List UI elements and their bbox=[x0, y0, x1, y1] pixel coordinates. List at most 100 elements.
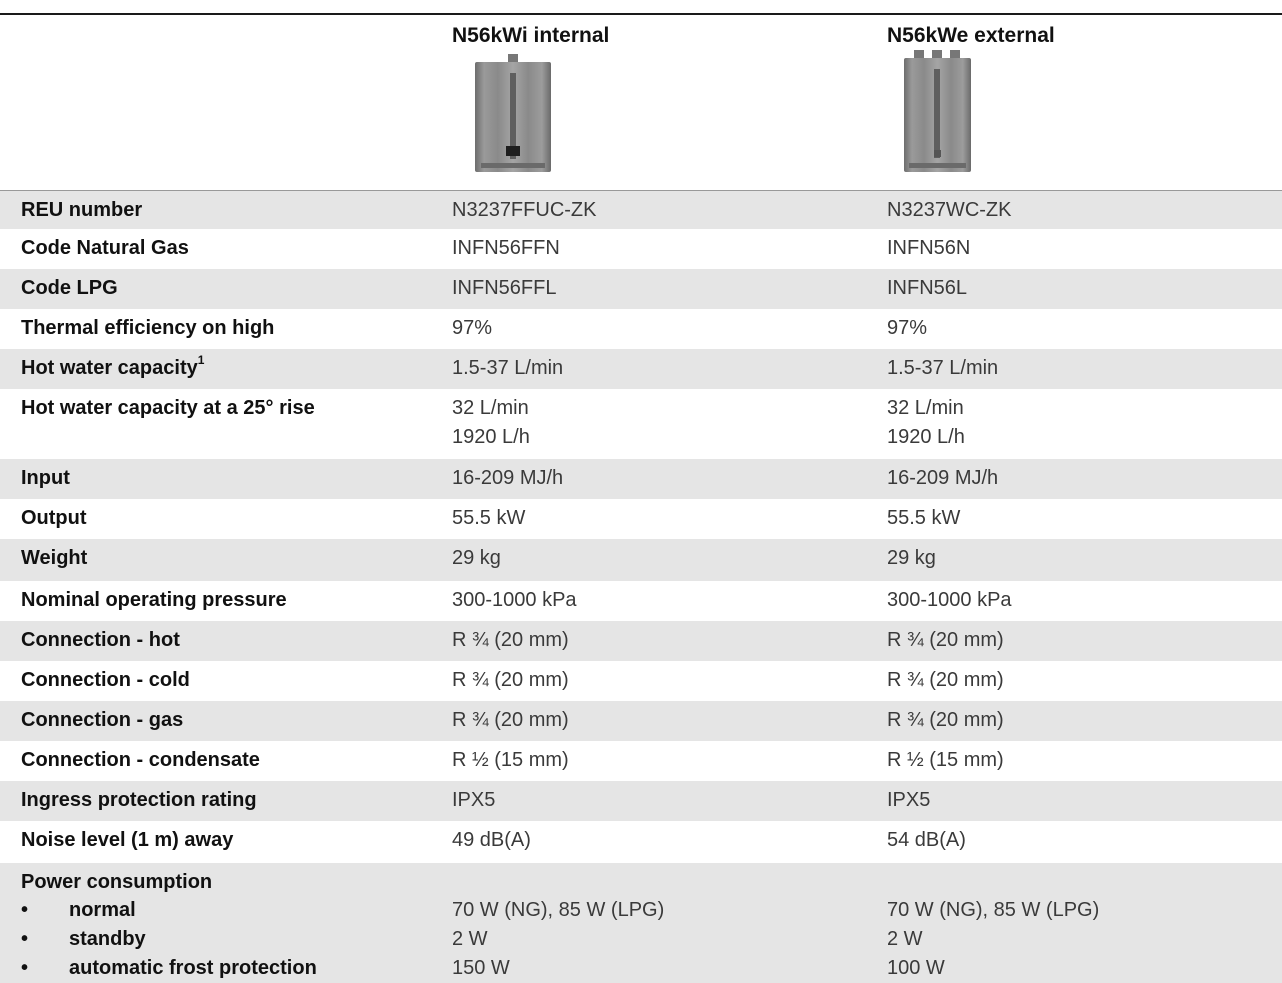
value-line: R ¾ (20 mm) bbox=[887, 669, 1004, 691]
row-label: Noise level (1 m) away bbox=[21, 829, 233, 852]
table-row: Hot water capacity1 1.5-37 L/min 1.5-37 L/… bbox=[0, 349, 1282, 389]
value-line: N3237WC-ZK bbox=[887, 199, 1012, 221]
power-item-label: normal bbox=[69, 899, 136, 921]
bullet-icon: • bbox=[21, 899, 29, 921]
value-internal: INFN56FFL bbox=[452, 277, 556, 300]
row-label: Connection - hot bbox=[21, 629, 180, 652]
value-line: INFN56FFL bbox=[452, 277, 557, 299]
bullet-icon: • bbox=[21, 928, 29, 950]
value-internal: 55.5 kW bbox=[452, 507, 525, 530]
row-label: Connection - condensate bbox=[21, 749, 260, 772]
value-external: R ¾ (20 mm) bbox=[887, 669, 1004, 692]
value-external: 54 dB(A) bbox=[887, 829, 966, 852]
value-external: 16-209 MJ/h bbox=[887, 467, 998, 490]
table-row: Connection - cold R ¾ (20 mm) R ¾ (20 mm) bbox=[0, 661, 1282, 701]
row-label: Ingress protection rating bbox=[21, 789, 257, 812]
value-line: IPX5 bbox=[452, 789, 496, 811]
value-internal: 300-1000 kPa bbox=[452, 589, 577, 612]
table-row: Connection - condensate R ½ (15 mm) R ½ (1… bbox=[0, 741, 1282, 781]
table-row: Connection - hot R ¾ (20 mm) R ¾ (20 mm) bbox=[0, 621, 1282, 661]
value-line: 55.5 kW bbox=[887, 507, 961, 529]
water-heater-external-image bbox=[904, 50, 971, 172]
value-line: 29 kg bbox=[887, 547, 936, 569]
row-label-text: Output bbox=[21, 507, 87, 529]
value-line: 55.5 kW bbox=[452, 507, 526, 529]
value-line: INFN56FFN bbox=[452, 237, 560, 259]
value-internal: 1.5-37 L/min bbox=[452, 357, 563, 380]
column-header-external: N56kWe external bbox=[887, 24, 1055, 47]
table-row: Noise level (1 m) away 49 dB(A) 54 dB(A) bbox=[0, 821, 1282, 863]
value-external: 32 L/min 1920 L/h bbox=[887, 397, 965, 449]
table-row: Code LPG INFN56FFL INFN56L bbox=[0, 269, 1282, 309]
value-line: 1920 L/h bbox=[887, 426, 965, 448]
power-item-label: automatic frost protection bbox=[69, 957, 317, 979]
value-line: 1.5-37 L/min bbox=[452, 357, 564, 379]
value-internal: 70 W (NG), 85 W (LPG) bbox=[452, 899, 665, 921]
value-line: R ¾ (20 mm) bbox=[452, 629, 569, 651]
value-line: R ¾ (20 mm) bbox=[887, 709, 1004, 731]
value-internal: R ¾ (20 mm) bbox=[452, 669, 569, 692]
footnote-marker: 1 bbox=[197, 353, 205, 368]
value-line: IPX5 bbox=[887, 789, 931, 811]
value-external: 300-1000 kPa bbox=[887, 589, 1012, 612]
value-external: N3237WC-ZK bbox=[887, 199, 1011, 222]
value-internal: 97% bbox=[452, 317, 492, 340]
row-label-text: Connection - gas bbox=[21, 709, 184, 731]
row-label: Hot water capacity at a 25° rise bbox=[21, 397, 315, 420]
value-internal: IPX5 bbox=[452, 789, 495, 812]
table-row: Weight 29 kg 29 kg bbox=[0, 539, 1282, 581]
value-line: 300-1000 kPa bbox=[887, 589, 1012, 611]
table-row-power: Power consumption • normal 70 W (NG), 85 W … bbox=[0, 863, 1282, 983]
value-line: 1.5-37 L/min bbox=[887, 357, 999, 379]
table-row: Output 55.5 kW 55.5 kW bbox=[0, 499, 1282, 539]
value-line: INFN56N bbox=[887, 237, 971, 259]
value-line: R ¾ (20 mm) bbox=[452, 669, 569, 691]
row-label: Weight bbox=[21, 547, 87, 570]
value-external: IPX5 bbox=[887, 789, 930, 812]
value-line: R ½ (15 mm) bbox=[887, 749, 1004, 771]
row-label-text: Ingress protection rating bbox=[21, 789, 257, 811]
value-line: INFN56L bbox=[887, 277, 968, 299]
row-label: Code LPG bbox=[21, 277, 118, 300]
value-external: R ¾ (20 mm) bbox=[887, 709, 1004, 732]
row-label-text: Code LPG bbox=[21, 277, 118, 299]
value-internal: R ¾ (20 mm) bbox=[452, 629, 569, 652]
value-line: 16-209 MJ/h bbox=[452, 467, 564, 489]
value-external: INFN56L bbox=[887, 277, 967, 300]
value-external: 70 W (NG), 85 W (LPG) bbox=[887, 899, 1100, 921]
row-label: Output bbox=[21, 507, 87, 530]
value-external: 1.5-37 L/min bbox=[887, 357, 998, 380]
row-label-text: Connection - condensate bbox=[21, 749, 260, 771]
value-external: 2 W bbox=[887, 928, 923, 950]
row-label-text: Connection - hot bbox=[21, 629, 180, 651]
value-internal: 16-209 MJ/h bbox=[452, 467, 563, 490]
table-row: Hot water capacity at a 25° rise 32 L/min… bbox=[0, 389, 1282, 459]
value-external: 29 kg bbox=[887, 547, 936, 570]
value-line: 1920 L/h bbox=[452, 426, 530, 448]
row-label-text: Connection - cold bbox=[21, 669, 190, 691]
table-row: Ingress protection rating IPX5 IPX5 bbox=[0, 781, 1282, 821]
row-label: Connection - gas bbox=[21, 709, 183, 732]
header-divider bbox=[0, 190, 1282, 191]
row-label: Input bbox=[21, 467, 70, 490]
water-heater-internal-image bbox=[475, 54, 551, 172]
value-internal: N3237FFUC-ZK bbox=[452, 199, 596, 222]
value-internal: 49 dB(A) bbox=[452, 829, 531, 852]
row-label: Connection - cold bbox=[21, 669, 190, 692]
value-line: 32 L/min bbox=[887, 397, 964, 419]
value-line: R ¾ (20 mm) bbox=[887, 629, 1004, 651]
value-internal: R ¾ (20 mm) bbox=[452, 709, 569, 732]
value-external: 100 W bbox=[887, 957, 945, 979]
value-line: 97% bbox=[887, 317, 928, 339]
table-row: Nominal operating pressure 300-1000 kPa 30… bbox=[0, 581, 1282, 621]
value-line: 54 dB(A) bbox=[887, 829, 966, 851]
row-label-text: Weight bbox=[21, 547, 88, 569]
value-external: 55.5 kW bbox=[887, 507, 960, 530]
value-external: R ½ (15 mm) bbox=[887, 749, 1004, 772]
value-line: 29 kg bbox=[452, 547, 501, 569]
row-label-text: Hot water capacity bbox=[21, 357, 198, 379]
value-internal: R ½ (15 mm) bbox=[452, 749, 569, 772]
row-label: Power consumption bbox=[21, 871, 213, 893]
value-internal: 150 W bbox=[452, 957, 510, 979]
value-line: 32 L/min bbox=[452, 397, 529, 419]
